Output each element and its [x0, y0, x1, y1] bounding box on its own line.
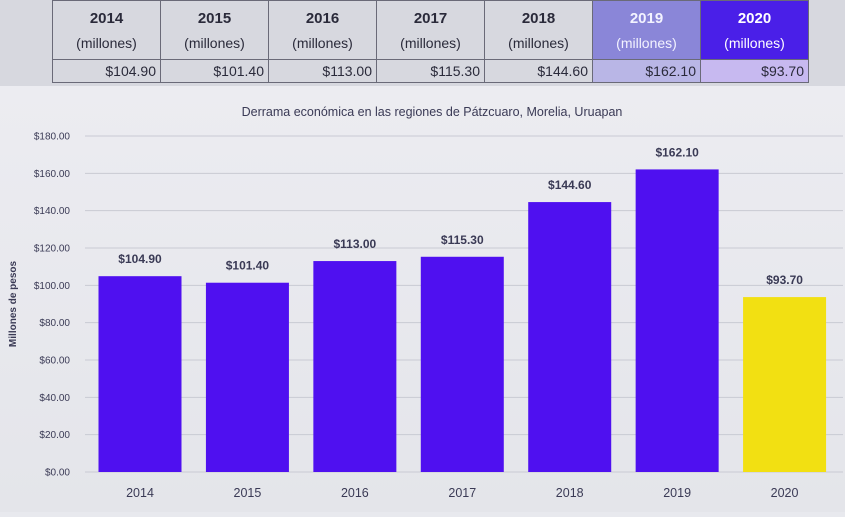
y-tick-label: $60.00 [39, 356, 70, 367]
table-value-row: $104.90 $101.40 $113.00 $115.30 $144.60 … [52, 59, 809, 83]
data-label-2019: $162.10 [655, 145, 699, 159]
unit-label: (millones) [616, 34, 677, 51]
x-tick-label: 2019 [663, 486, 691, 500]
y-tick-label: $160.00 [34, 169, 71, 180]
year-label: 2020 [737, 9, 772, 27]
bar-2019 [635, 169, 719, 472]
y-tick-label: $20.00 [39, 430, 70, 441]
y-tick-label: $80.00 [39, 318, 70, 329]
table-value-cell: $113.00 [268, 59, 377, 83]
table-value-cell: $101.40 [160, 59, 269, 83]
x-tick-label: 2016 [341, 486, 369, 500]
unit-label: (millones) [76, 34, 137, 51]
bar-chart: $0.00 $20.00 $40.00 $60.00 $80.00 $100.00 $120… [8, 105, 843, 500]
table-value-cell: $93.70 [700, 59, 809, 83]
year-label: 2016 [305, 9, 340, 27]
table-value-cell: $104.90 [52, 59, 161, 83]
data-label-2015: $101.40 [226, 259, 270, 273]
bar-2014 [98, 276, 182, 472]
bar-chart-area: $0.00 $20.00 $40.00 $60.00 $80.00 $100.00 $120… [0, 86, 845, 512]
table-header-cell: 2017 (millones) [376, 0, 485, 60]
unit-label: (millones) [292, 34, 353, 51]
x-tick-label: 2015 [234, 486, 262, 500]
unit-label: (millones) [400, 34, 461, 51]
table-header-cell: 2020 (millones) [700, 0, 809, 60]
year-label: 2015 [197, 9, 232, 27]
year-label: 2018 [521, 9, 556, 27]
y-tick-label: $40.00 [39, 393, 70, 404]
bar-2017 [420, 256, 504, 472]
year-label: 2019 [629, 9, 664, 27]
unit-label: (millones) [508, 34, 569, 51]
table-header-cell: 2016 (millones) [268, 0, 377, 60]
data-label-2018: $144.60 [548, 178, 592, 192]
year-label: 2017 [413, 9, 448, 27]
data-label-2017: $115.30 [441, 233, 484, 247]
summary-table-area: 2014 (millones) 2015 (millones) 2016 (millo… [0, 0, 845, 86]
unit-label: (millones) [724, 34, 785, 51]
chart-title: Derrama económica en las regiones de Pát… [242, 105, 623, 119]
table-value-cell: $162.10 [592, 59, 701, 83]
unit-label: (millones) [184, 34, 245, 51]
data-label-2014: $104.90 [118, 252, 162, 266]
bar-2020 [743, 297, 827, 472]
y-tick-label: $120.00 [34, 244, 71, 255]
bar-2016 [313, 261, 397, 472]
y-tick-label: $140.00 [34, 206, 71, 217]
table-header-cell: 2018 (millones) [484, 0, 593, 60]
table-value-cell: $115.30 [376, 59, 485, 83]
x-tick-label: 2018 [556, 486, 584, 500]
table-header-cell: 2014 (millones) [52, 0, 161, 60]
x-axis-ticks: 2014 2015 2016 2017 2018 2019 2020 [126, 486, 798, 500]
y-tick-label: $100.00 [34, 281, 71, 292]
year-label: 2014 [89, 9, 124, 27]
x-tick-label: 2017 [448, 486, 476, 500]
data-label-2020: $93.70 [766, 273, 803, 287]
table-value-cell: $144.60 [484, 59, 593, 83]
bar-2018 [528, 202, 612, 472]
chart-data-labels: $104.90 $101.40 $113.00 $115.30 $144.60 $162.… [118, 145, 803, 287]
table-header-row: 2014 (millones) 2015 (millones) 2016 (millo… [52, 0, 809, 60]
data-label-2016: $113.00 [333, 237, 376, 251]
x-tick-label: 2020 [771, 486, 799, 500]
y-tick-label: $0.00 [45, 468, 70, 479]
table-header-cell: 2019 (millones) [592, 0, 701, 60]
y-axis-label: Millones de pesos [8, 260, 19, 347]
chart-bars [98, 169, 827, 472]
bar-2015 [205, 282, 289, 472]
summary-table: 2014 (millones) 2015 (millones) 2016 (millo… [52, 0, 809, 83]
x-tick-label: 2014 [126, 486, 154, 500]
y-axis-ticks: $0.00 $20.00 $40.00 $60.00 $80.00 $100.00 $120… [34, 132, 71, 479]
y-tick-label: $180.00 [34, 132, 71, 143]
table-header-cell: 2015 (millones) [160, 0, 269, 60]
